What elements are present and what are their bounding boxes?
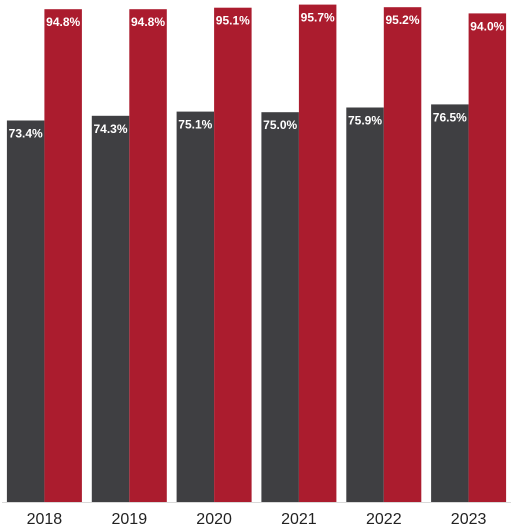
x-tick-label-2019: 2019: [112, 511, 148, 528]
bars-layer: [6, 4, 507, 503]
x-tick-labels-layer: 2018 2019 2020 2021 2022 2023: [27, 511, 487, 528]
x-tick-label-2021: 2021: [281, 511, 317, 528]
data-label-series1-2019: 74.3%: [93, 122, 127, 136]
bar-series1-2023: [431, 104, 469, 503]
data-label-series1-2018: 73.4%: [9, 127, 43, 141]
data-label-series1-2023: 76.5%: [433, 110, 467, 124]
data-label-series1-2022: 75.9%: [348, 114, 382, 128]
data-label-series2-2022: 95.2%: [385, 13, 419, 27]
x-tick-label-2023: 2023: [451, 511, 487, 528]
bar-series2-2018: [44, 9, 82, 502]
data-label-series1-2021: 75.0%: [263, 118, 297, 132]
data-label-series1-2020: 75.1%: [178, 118, 212, 132]
bar-series1-2020: [176, 111, 215, 502]
bar-series2-2019: [129, 9, 167, 502]
x-tick-label-2020: 2020: [196, 511, 232, 528]
bar-series1-2019: [91, 115, 130, 503]
bar-series2-2022: [383, 7, 422, 502]
bar-series1-2022: [346, 107, 384, 502]
data-label-series2-2023: 94.0%: [470, 19, 504, 33]
data-label-series2-2021: 95.7%: [301, 11, 335, 25]
data-label-series2-2020: 95.1%: [216, 14, 250, 28]
value-labels-layer: 73.4% 94.8% 74.3% 94.8% 75.1% 95.1% 75.0% 95.7%…: [9, 11, 505, 141]
bar-series1-2018: [6, 120, 45, 502]
bar-series2-2020: [214, 7, 252, 502]
x-tick-label-2018: 2018: [27, 511, 63, 528]
data-label-series2-2019: 94.8%: [131, 15, 165, 29]
bar-series2-2023: [468, 13, 507, 503]
bar-series1-2021: [261, 112, 299, 502]
bar-series2-2021: [298, 4, 337, 502]
data-label-series2-2018: 94.8%: [46, 15, 80, 29]
x-tick-label-2022: 2022: [366, 511, 402, 528]
